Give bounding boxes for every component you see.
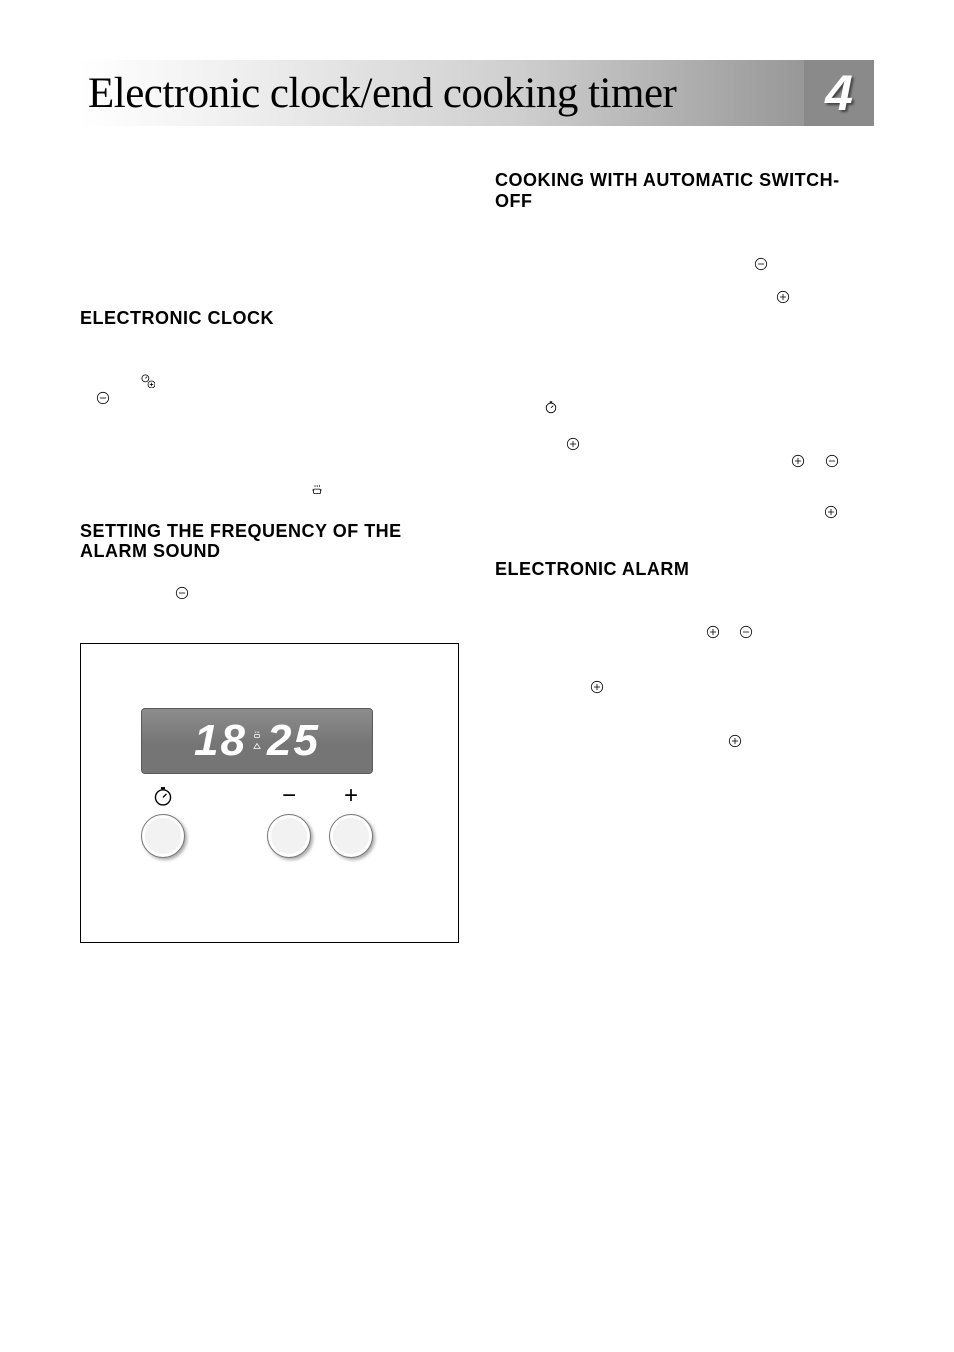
auto-p1: (Cooking starts immediately and the oven… <box>495 217 874 251</box>
page-title: Electronic clock/end cooking timer <box>80 69 676 118</box>
t: When the set time expires, the symbol <box>495 733 728 748</box>
alarm-p8: At the end of the setting operation, the… <box>495 661 874 729</box>
heading-auto-switchoff: COOKING WITH AUTOMATIC SWITCH-OFF <box>495 170 874 211</box>
t: or <box>724 624 740 639</box>
t: buttons within 4 seconds to set the corr… <box>114 389 439 404</box>
t: ) will light up. <box>328 482 406 497</box>
programmer-illustration: 18 25 <box>80 643 459 943</box>
alarm-p9: When the set time expires, the symbol wi… <box>495 733 874 784</box>
knob-plus-group: + <box>329 784 373 858</box>
clock-p4: N.B. The cooking process can be started … <box>80 448 459 499</box>
auto-p3: Set the thermostat knob and the selector… <box>495 327 874 361</box>
page-number-box: 4 <box>804 60 874 126</box>
minus-icon <box>96 391 110 405</box>
plus-label: + <box>344 784 358 808</box>
right-column: COOKING WITH AUTOMATIC SWITCH-OFF (Cooki… <box>495 166 874 943</box>
clock-p1: When the oven is first connected to the … <box>80 335 459 369</box>
title-bar: Electronic clock/end cooking timer 4 <box>80 60 874 126</box>
alarm-p7: To set the alarm, press the buttons or u… <box>495 624 874 658</box>
stopwatch-icon-label <box>152 784 174 808</box>
clock-p2: Press the button to stop the display fla… <box>80 372 459 406</box>
auto-p4: The programme has now been set and the o… <box>495 364 874 415</box>
knob-clock <box>141 814 185 858</box>
plus-icon <box>776 290 790 304</box>
t: Press the <box>80 372 141 387</box>
lcd-mid-icons <box>251 730 263 751</box>
plus-icon <box>590 680 604 694</box>
knob-minus <box>267 814 311 858</box>
heading-alarm-frequency: SETTING THE FREQUENCY OF THE ALARM SOUND <box>80 521 459 562</box>
lcd-display: 18 25 <box>141 708 373 774</box>
page-number: 4 <box>825 64 853 122</box>
freq-p5: The alarm has three sound settings: to c… <box>80 568 459 619</box>
stopwatch-icon <box>544 400 558 414</box>
pot-icon <box>310 483 324 497</box>
t: . <box>738 712 742 727</box>
t: To set the alarm, press the buttons <box>495 624 706 639</box>
minus-icon <box>175 586 189 600</box>
auto-p5: The end cooking time may be modified at … <box>495 419 874 537</box>
knob-row: − + <box>141 784 373 858</box>
lcd-time: 18 25 <box>194 713 320 768</box>
stopwatch-icon <box>152 785 174 807</box>
knob-clock-group <box>141 784 185 858</box>
minus-icon <box>739 625 753 639</box>
t: will be displayed. <box>562 398 664 413</box>
clock-plus-icon <box>141 374 155 388</box>
t: button to stop the display flashing and … <box>159 372 442 387</box>
plus-icon <box>791 454 805 468</box>
alarm-p6: The timer programme consists only of a b… <box>495 586 874 620</box>
knob-plus <box>329 814 373 858</box>
plus-icon <box>824 505 838 519</box>
heading-electronic-alarm: ELECTRONIC ALARM <box>495 559 874 580</box>
triangle-icon-white <box>251 741 263 751</box>
left-column: ELECTRONIC CLOCK When the oven is first … <box>80 166 459 943</box>
t: Within the first 4 seconds, press the bu… <box>495 255 754 270</box>
minus-icon <box>754 257 768 271</box>
minus-label: − <box>282 784 296 808</box>
plus-icon <box>706 625 720 639</box>
clock-p3: The clock is a 24-hour clock. The correc… <box>80 410 459 444</box>
lcd-hh: 18 <box>194 713 247 768</box>
plus-icon <box>728 734 742 748</box>
heading-electronic-clock: ELECTRONIC CLOCK <box>80 308 459 329</box>
auto-p2: Within the first 4 seconds, press the bu… <box>495 255 874 323</box>
minus-icon <box>825 454 839 468</box>
t: or <box>809 453 825 468</box>
content-columns: ELECTRONIC CLOCK When the oven is first … <box>80 166 874 943</box>
lcd-mm: 25 <box>267 713 320 768</box>
pot-icon-white <box>251 730 263 740</box>
knob-minus-group: − <box>267 784 311 858</box>
plus-icon <box>566 437 580 451</box>
t: or <box>80 389 96 404</box>
